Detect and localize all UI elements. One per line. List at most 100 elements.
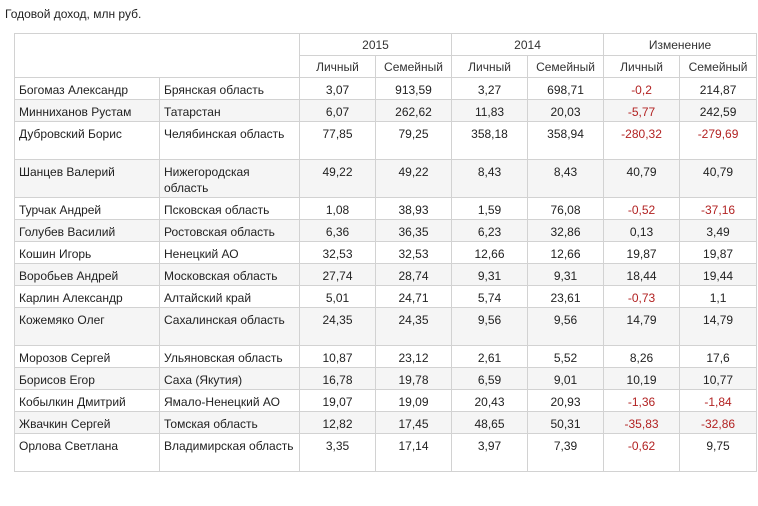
cell-personal-2015: 6,36 xyxy=(299,219,376,242)
cell-family-2015: 38,93 xyxy=(374,197,453,220)
cell-change-personal: 10,19 xyxy=(603,367,681,390)
cell-family-2015: 24,35 xyxy=(374,307,453,346)
cell-name: Турчак Андрей xyxy=(14,197,160,220)
table-row: Шанцев Валерий Нижегородская область 49,22… xyxy=(14,159,758,198)
cell-change-family: 1,1 xyxy=(679,285,758,308)
cell-change-personal: -0,62 xyxy=(603,433,681,472)
cell-region: Сахалинская область xyxy=(159,307,300,346)
cell-family-2015: 913,59 xyxy=(374,77,453,100)
cell-name: Богомаз Александр xyxy=(14,77,160,100)
cell-name: Воробьев Андрей xyxy=(14,263,160,286)
cell-family-2014: 698,71 xyxy=(527,77,605,100)
cell-personal-2014: 6,59 xyxy=(451,367,529,390)
cell-name: Кошин Игорь xyxy=(14,241,160,264)
cell-name: Кобылкин Дмитрий xyxy=(14,389,160,412)
cell-family-2015: 32,53 xyxy=(374,241,453,264)
cell-change-personal: -0,2 xyxy=(603,77,681,100)
table-row: Голубев Василий Ростовская область 6,36 36,… xyxy=(14,219,758,242)
header-family-2015: Семейный xyxy=(374,55,453,78)
table-row: Богомаз Александр Брянская область 3,07 913… xyxy=(14,77,758,100)
cell-family-2014: 32,86 xyxy=(527,219,605,242)
cell-personal-2015: 3,35 xyxy=(299,433,376,472)
cell-name: Минниханов Рустам xyxy=(14,99,160,122)
cell-name: Карлин Александр xyxy=(14,285,160,308)
cell-family-2015: 19,78 xyxy=(374,367,453,390)
cell-personal-2014: 11,83 xyxy=(451,99,529,122)
cell-region: Нижегородская область xyxy=(159,159,300,198)
cell-change-family: 10,77 xyxy=(679,367,758,390)
cell-change-family: 214,87 xyxy=(679,77,758,100)
cell-family-2015: 79,25 xyxy=(374,121,453,160)
cell-change-personal: 19,87 xyxy=(603,241,681,264)
cell-region: Ненецкий АО xyxy=(159,241,300,264)
cell-family-2014: 8,43 xyxy=(527,159,605,198)
cell-family-2015: 262,62 xyxy=(374,99,453,122)
cell-change-personal: -1,36 xyxy=(603,389,681,412)
header-sub-row: Личный Семейный Личный Семейный Личный С… xyxy=(15,55,758,78)
cell-personal-2014: 358,18 xyxy=(451,121,529,160)
header-personal-change: Личный xyxy=(603,55,681,78)
cell-change-personal: 18,44 xyxy=(603,263,681,286)
cell-region: Брянская область xyxy=(159,77,300,100)
cell-change-family: 3,49 xyxy=(679,219,758,242)
table-row: Кобылкин Дмитрий Ямало-Ненецкий АО 19,07 19… xyxy=(14,389,758,412)
cell-family-2014: 20,03 xyxy=(527,99,605,122)
cell-family-2015: 17,45 xyxy=(374,411,453,434)
cell-personal-2015: 27,74 xyxy=(299,263,376,286)
cell-region: Владимирская область xyxy=(159,433,300,472)
cell-family-2014: 9,31 xyxy=(527,263,605,286)
header-personal-2015: Личный xyxy=(299,55,376,78)
table-row: Морозов Сергей Ульяновская область 10,87 23… xyxy=(14,345,758,368)
cell-region: Ростовская область xyxy=(159,219,300,242)
cell-personal-2014: 48,65 xyxy=(451,411,529,434)
cell-change-personal: -0,73 xyxy=(603,285,681,308)
cell-name: Морозов Сергей xyxy=(14,345,160,368)
cell-personal-2014: 12,66 xyxy=(451,241,529,264)
cell-personal-2015: 5,01 xyxy=(299,285,376,308)
cell-change-family: 242,59 xyxy=(679,99,758,122)
cell-family-2015: 28,74 xyxy=(374,263,453,286)
header-blank xyxy=(14,33,300,78)
cell-name: Орлова Светлана xyxy=(14,433,160,472)
cell-personal-2015: 77,85 xyxy=(299,121,376,160)
cell-personal-2015: 10,87 xyxy=(299,345,376,368)
cell-region: Псковская область xyxy=(159,197,300,220)
cell-personal-2014: 2,61 xyxy=(451,345,529,368)
header-group-2014: 2014 xyxy=(451,33,605,56)
cell-personal-2014: 5,74 xyxy=(451,285,529,308)
table-row: Минниханов Рустам Татарстан 6,07 262,62 11,8… xyxy=(14,99,758,122)
cell-family-2014: 9,56 xyxy=(527,307,605,346)
cell-family-2014: 12,66 xyxy=(527,241,605,264)
cell-family-2015: 23,12 xyxy=(374,345,453,368)
cell-personal-2015: 1,08 xyxy=(299,197,376,220)
cell-region: Татарстан xyxy=(159,99,300,122)
cell-change-personal: 8,26 xyxy=(603,345,681,368)
cell-region: Ульяновская область xyxy=(159,345,300,368)
cell-change-family: -1,84 xyxy=(679,389,758,412)
header-family-2014: Семейный xyxy=(527,55,605,78)
cell-region: Саха (Якутия) xyxy=(159,367,300,390)
cell-change-personal: 40,79 xyxy=(603,159,681,198)
cell-name: Жвачкин Сергей xyxy=(14,411,160,434)
table-row: Орлова Светлана Владимирская область 3,35 1… xyxy=(14,433,758,472)
table-row: Карлин Александр Алтайский край 5,01 24,71 5… xyxy=(14,285,758,308)
cell-family-2014: 23,61 xyxy=(527,285,605,308)
cell-name: Борисов Егор xyxy=(14,367,160,390)
cell-region: Челябинская область xyxy=(159,121,300,160)
cell-change-family: 19,44 xyxy=(679,263,758,286)
table-caption: Годовой доход, млн руб. xyxy=(5,7,142,21)
table-row: Борисов Егор Саха (Якутия) 16,78 19,78 6,59 9… xyxy=(14,367,758,390)
header-year-row: 2015 2014 Изменение xyxy=(14,33,758,78)
cell-personal-2015: 24,35 xyxy=(299,307,376,346)
cell-family-2014: 7,39 xyxy=(527,433,605,472)
cell-family-2015: 24,71 xyxy=(374,285,453,308)
cell-region: Московская область xyxy=(159,263,300,286)
cell-change-family: 9,75 xyxy=(679,433,758,472)
cell-family-2014: 358,94 xyxy=(527,121,605,160)
header-personal-2014: Личный xyxy=(451,55,529,78)
cell-region: Ямало-Ненецкий АО xyxy=(159,389,300,412)
table-row: Кожемяко Олег Сахалинская область 24,35 24,… xyxy=(14,307,758,346)
table-row: Жвачкин Сергей Томская область 12,82 17,45 4… xyxy=(14,411,758,434)
header-family-change: Семейный xyxy=(679,55,758,78)
table-row: Турчак Андрей Псковская область 1,08 38,93 1… xyxy=(14,197,758,220)
